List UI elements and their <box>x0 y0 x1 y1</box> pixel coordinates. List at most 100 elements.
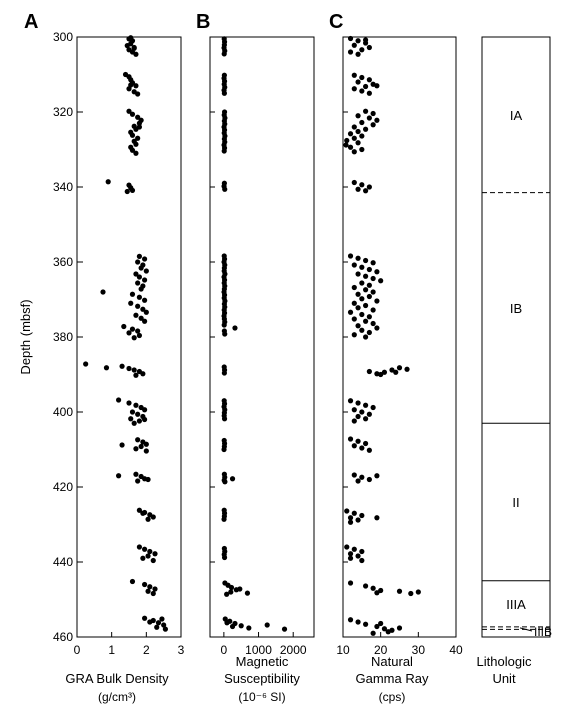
panel-c-point <box>366 368 372 375</box>
panel-c-point <box>370 275 376 282</box>
panel-a-point <box>162 626 168 632</box>
panel-b-point <box>244 590 251 596</box>
unit-label-IIIA: IIIA <box>506 597 526 612</box>
panel-c-point <box>359 146 365 153</box>
panel-c-point <box>355 438 361 444</box>
panel-a-point <box>126 330 132 336</box>
panel-a-xlabel-line1: GRA Bulk Density <box>65 671 169 686</box>
panel-c-point <box>370 320 376 327</box>
panel-c-point <box>359 548 365 555</box>
panel-c-point <box>366 115 372 121</box>
panel-c-point <box>366 314 372 320</box>
panel-a-x-ticks: 0 1 2 3 <box>74 632 185 657</box>
panel-b-point <box>224 620 230 626</box>
panel-b-letter: B <box>196 11 210 33</box>
panel-b-point <box>264 622 270 628</box>
panel-a-point <box>145 516 151 522</box>
panel-c-point <box>351 86 357 92</box>
panel-a-point <box>145 476 151 483</box>
panel-c-point <box>378 587 384 594</box>
panel-a-point <box>147 548 153 555</box>
panel-c-point <box>355 271 361 277</box>
panel-c-point <box>355 38 361 44</box>
lithology-units: IA IB II IIIA IIIB <box>482 108 552 639</box>
panel-a-point <box>129 578 136 585</box>
panel-c-point <box>355 400 361 406</box>
panel-c-points <box>343 35 421 636</box>
panel-a-point <box>105 179 111 185</box>
panel-c-point <box>355 186 361 192</box>
panel-a-point <box>121 323 127 330</box>
panel-c-point <box>370 307 376 313</box>
panel-a-point <box>143 441 149 447</box>
panel-a-point <box>129 187 136 193</box>
panel-a-point <box>140 306 146 312</box>
panel-c-point <box>381 369 388 375</box>
panel-c-point <box>343 142 349 148</box>
panel-c-point <box>366 476 372 483</box>
panel-b-point <box>221 516 227 522</box>
panel-c-point <box>347 35 354 42</box>
panel-c-point <box>363 416 369 422</box>
panel-a-point <box>143 268 149 274</box>
panel-c-point <box>359 311 365 318</box>
panel-c-point <box>359 182 365 188</box>
panel-a-point <box>119 442 125 448</box>
panel-c-point <box>347 131 354 137</box>
panel-a-point <box>126 400 132 406</box>
panel-c-x-tick-label-40: 40 <box>449 643 463 657</box>
panel-c-point <box>344 544 350 550</box>
panel-c-point <box>347 555 354 561</box>
panel-b-point <box>221 322 227 328</box>
panel-a-point <box>126 365 132 372</box>
panel-c-point <box>359 47 365 53</box>
panel-c-point <box>374 325 380 331</box>
y-tick-label-300: 300 <box>53 30 73 44</box>
panel-b-point <box>221 148 227 154</box>
panel-c-point <box>374 298 380 304</box>
panel-c-point <box>351 72 357 78</box>
panel-c-point <box>366 329 372 336</box>
panel-c-point <box>363 188 369 194</box>
panel-c-point <box>366 90 372 96</box>
panel-c-point <box>351 149 357 155</box>
panel-c-point <box>404 366 410 372</box>
y-axis-label: Depth (mbsf) <box>18 299 33 374</box>
panel-b-xlabel-line3: (10⁻⁶ SI) <box>238 690 285 704</box>
panel-a-point <box>142 615 148 621</box>
panel-c-point <box>370 630 376 636</box>
panel-a-point <box>142 277 148 283</box>
panel-c-point <box>370 122 376 128</box>
panel-a-point <box>138 286 144 292</box>
panel-b-x-tick-label-2000: 2000 <box>280 643 307 657</box>
panel-c-point <box>344 508 350 514</box>
panel-a-point <box>147 584 153 590</box>
panel-c-point <box>351 135 357 141</box>
panel-b-point <box>221 446 227 453</box>
panel-c-point <box>355 517 361 523</box>
panel-c-xlabel-line1: Natural <box>371 654 413 669</box>
panel-c-point <box>355 113 361 119</box>
panel-c-point <box>355 79 361 85</box>
panel-a-point <box>135 411 141 417</box>
panel-a-point <box>161 622 167 628</box>
panel-c-point <box>366 293 372 300</box>
panel-c-point <box>344 137 350 144</box>
panel-c-x-tick-label-30: 30 <box>412 643 426 657</box>
panel-c-point <box>347 398 354 404</box>
panel-c-point <box>370 260 376 266</box>
panel-c-point <box>363 621 369 627</box>
panel-c-point <box>374 473 380 479</box>
panel-c-point <box>363 83 369 90</box>
panel-a-point <box>133 372 139 378</box>
panel-b-point <box>228 589 234 595</box>
panel-c-point <box>393 369 399 375</box>
panel-c-point <box>370 110 376 117</box>
panel-a-point <box>129 132 136 138</box>
panel-b: B 0 1000 2000 Magnetic Susceptibility (10⁻… <box>196 11 315 704</box>
panel-a-point <box>135 280 141 286</box>
panel-b-point <box>221 370 227 376</box>
panel-a-point <box>136 120 142 126</box>
panel-c-point <box>351 472 357 478</box>
panel-c-point <box>351 300 357 306</box>
